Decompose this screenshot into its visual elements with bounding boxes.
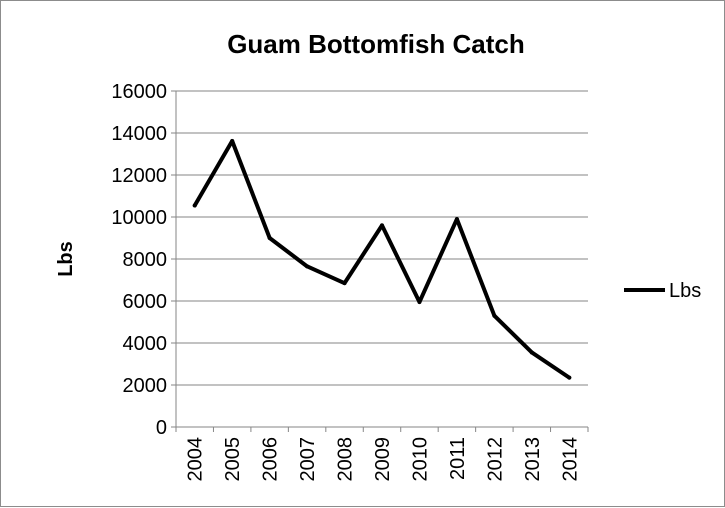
data-point-2006	[267, 236, 272, 240]
y-tick-label-16000: 16000	[111, 81, 167, 103]
data-point-2005	[230, 138, 235, 143]
x-tick-label-2011: 2011	[447, 437, 469, 480]
x-tick-label-2013: 2013	[522, 437, 544, 482]
data-point-2013	[529, 350, 534, 355]
data-point-2004	[192, 203, 197, 208]
x-tick-label-2014: 2014	[559, 437, 581, 482]
y-tick-label-12000: 12000	[111, 165, 167, 187]
legend-label-lbs: Lbs	[669, 280, 701, 302]
y-axis-title: Lbs	[55, 241, 77, 277]
y-tick-label-10000: 10000	[111, 207, 167, 229]
x-tick-label-2005: 2005	[222, 437, 244, 482]
data-point-2007	[305, 264, 310, 269]
x-tick-label-2009: 2009	[372, 437, 394, 482]
y-tick-label-2000: 2000	[123, 375, 168, 397]
data-point-2009	[380, 223, 384, 228]
x-tick-label-2010: 2010	[409, 437, 431, 482]
y-tick-label-4000: 4000	[123, 333, 168, 355]
x-tick-label-2006: 2006	[260, 437, 282, 482]
legend: Lbs	[624, 280, 701, 302]
data-point-2012	[492, 313, 497, 318]
y-tick-label-14000: 14000	[111, 123, 167, 145]
y-tick-label-6000: 6000	[123, 291, 168, 313]
series-layer	[192, 138, 572, 380]
gridlines	[176, 90, 588, 386]
x-tick-label-2007: 2007	[297, 437, 319, 482]
y-tick-label-0: 0	[156, 417, 167, 439]
data-point-2010	[417, 300, 422, 305]
x-tick-label-2008: 2008	[335, 437, 357, 482]
y-tick-label-8000: 8000	[123, 249, 168, 271]
x-tick-label-2012: 2012	[484, 437, 506, 482]
x-tick-label-2004: 2004	[185, 437, 207, 482]
data-point-2014	[567, 375, 572, 380]
y-axis-ticks: 0 2000 4000 6000 8000 10000 12000 14000 16000	[111, 81, 176, 439]
data-point-2008	[342, 281, 347, 286]
data-point-2011	[454, 217, 459, 222]
x-axis-ticks: 2004 2005 2006 2007 2008 2009 2010 2011 2012 2013…	[175, 427, 589, 482]
chart-title: Guam Bottomfish Catch	[227, 29, 525, 59]
